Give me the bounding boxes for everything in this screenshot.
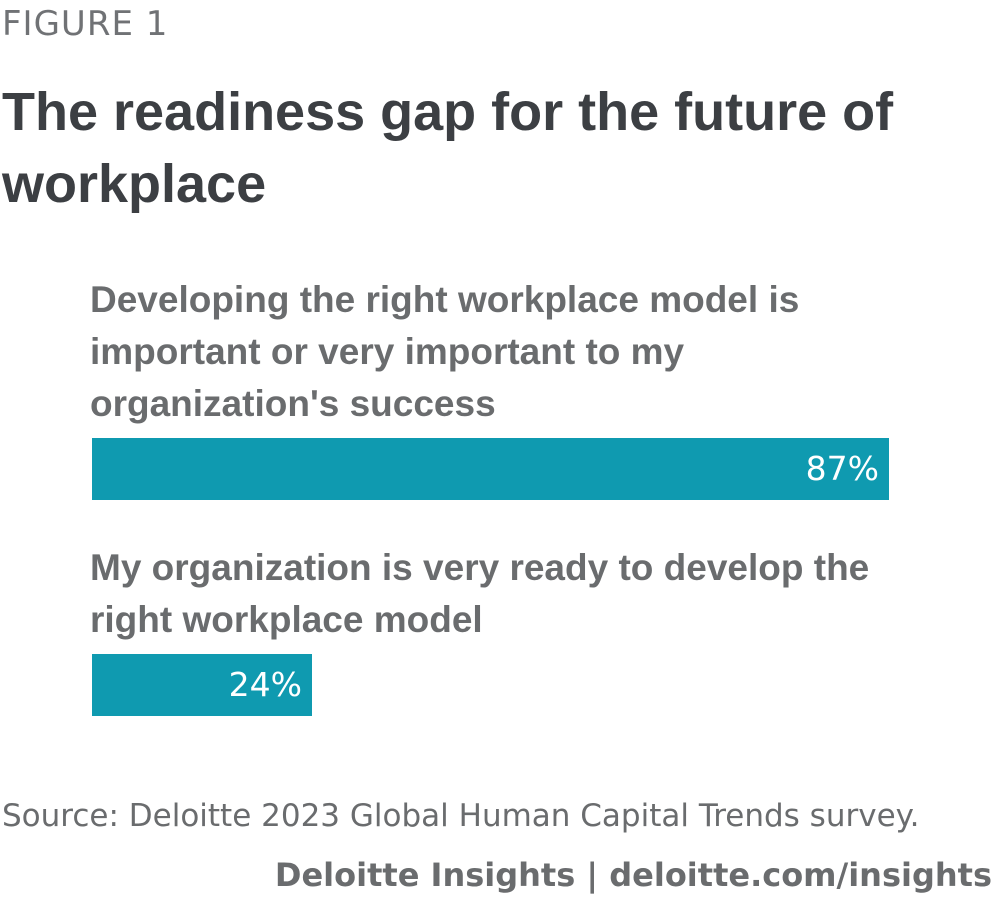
bar-1 bbox=[92, 438, 889, 500]
category-label-1: Developing the right workplace model is … bbox=[90, 279, 800, 424]
chart-title: The readiness gap for the future of work… bbox=[2, 82, 894, 214]
bar-value-label-1: 87% bbox=[805, 449, 879, 488]
figure-label: FIGURE 1 bbox=[2, 4, 169, 44]
bar-2 bbox=[92, 654, 312, 716]
bar-value-label-2: 24% bbox=[228, 665, 302, 704]
category-label-2: My organization is very ready to develop… bbox=[90, 547, 870, 640]
credit-line: Deloitte Insights | deloitte.com/insight… bbox=[274, 856, 992, 894]
source-note: Source: Deloitte 2023 Global Human Capit… bbox=[2, 798, 920, 834]
